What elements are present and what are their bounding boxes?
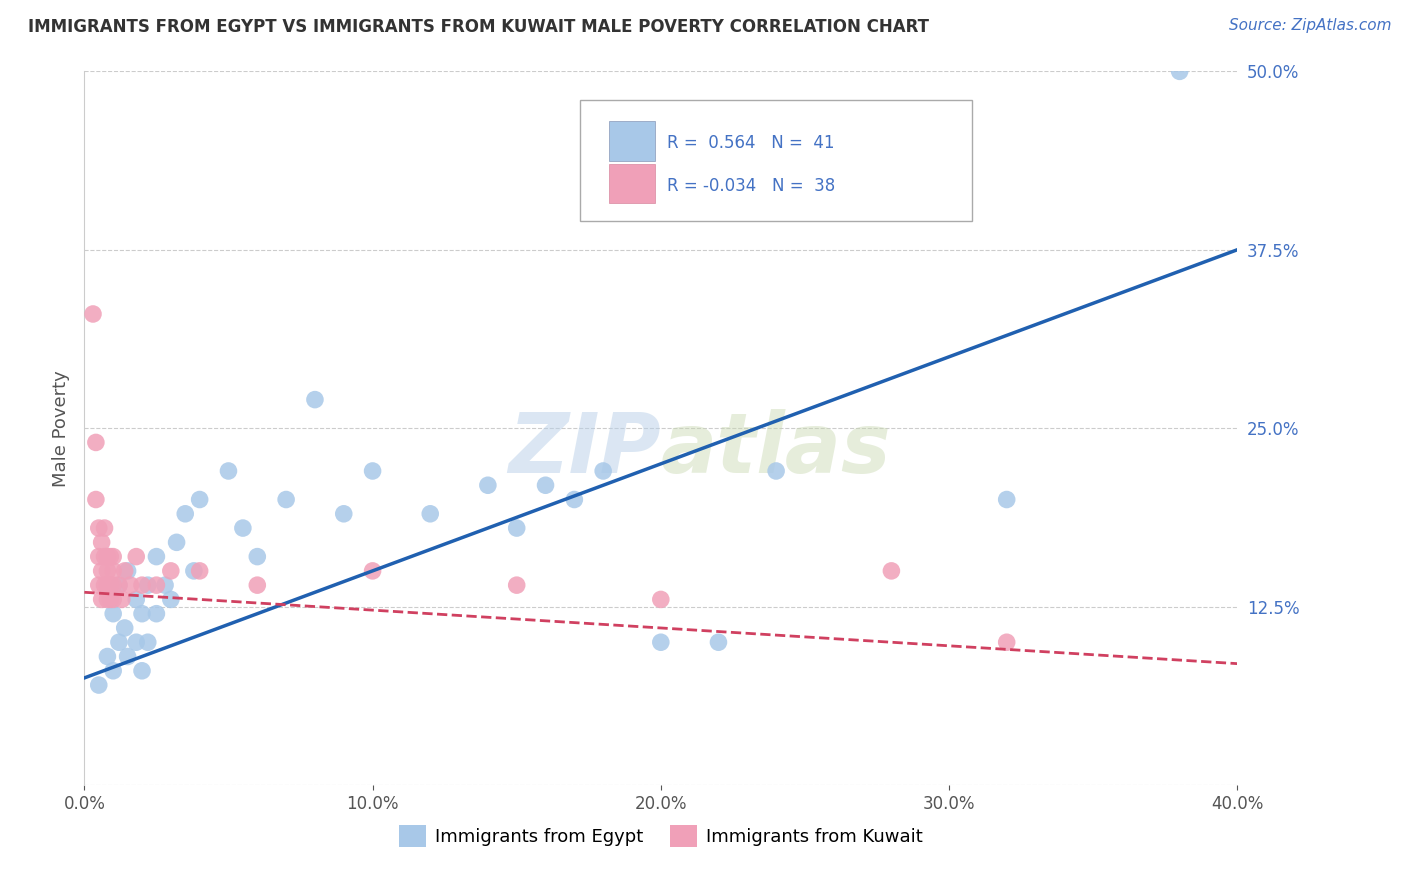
Point xyxy=(506,521,529,535)
Point xyxy=(218,464,240,478)
Point xyxy=(117,649,139,664)
Point xyxy=(188,564,211,578)
Point xyxy=(145,578,167,592)
Point xyxy=(361,464,384,478)
Point xyxy=(153,578,176,592)
Point xyxy=(108,635,131,649)
Point xyxy=(1168,64,1191,78)
Point xyxy=(120,578,142,592)
Point xyxy=(103,578,124,592)
Point xyxy=(98,578,121,592)
Point xyxy=(103,564,124,578)
Point xyxy=(84,435,107,450)
Point xyxy=(125,549,148,564)
Point xyxy=(995,492,1018,507)
Point xyxy=(98,592,121,607)
Point xyxy=(114,621,136,635)
FancyBboxPatch shape xyxy=(581,100,972,221)
Y-axis label: Male Poverty: Male Poverty xyxy=(52,370,70,486)
Point xyxy=(246,549,269,564)
Point xyxy=(145,607,167,621)
Point xyxy=(90,535,112,549)
Point xyxy=(506,578,529,592)
Point xyxy=(160,592,183,607)
Text: atlas: atlas xyxy=(661,409,891,490)
Text: ZIP: ZIP xyxy=(508,409,661,490)
Point xyxy=(114,564,136,578)
Point xyxy=(145,549,167,564)
Text: IMMIGRANTS FROM EGYPT VS IMMIGRANTS FROM KUWAIT MALE POVERTY CORRELATION CHART: IMMIGRANTS FROM EGYPT VS IMMIGRANTS FROM… xyxy=(28,18,929,36)
Point xyxy=(419,507,441,521)
Point xyxy=(125,592,148,607)
Point xyxy=(125,635,148,649)
Point xyxy=(246,578,269,592)
Point xyxy=(87,678,110,692)
Point xyxy=(765,464,787,478)
Point xyxy=(93,578,115,592)
Point xyxy=(93,521,115,535)
Point xyxy=(103,549,124,564)
Point xyxy=(103,592,124,607)
Point xyxy=(131,664,153,678)
Point xyxy=(361,564,384,578)
Point xyxy=(96,578,118,592)
Point xyxy=(90,564,112,578)
Point xyxy=(96,649,118,664)
Point xyxy=(160,564,183,578)
Point xyxy=(276,492,298,507)
Point xyxy=(880,564,903,578)
Point xyxy=(650,635,672,649)
Point xyxy=(174,507,197,521)
Point xyxy=(534,478,557,492)
Point xyxy=(90,592,112,607)
Point xyxy=(136,635,159,649)
Point xyxy=(564,492,586,507)
Point xyxy=(103,664,124,678)
Point xyxy=(232,521,254,535)
Point xyxy=(650,592,672,607)
Text: R =  0.564   N =  41: R = 0.564 N = 41 xyxy=(666,134,834,152)
Point xyxy=(108,578,131,592)
Legend: Immigrants from Egypt, Immigrants from Kuwait: Immigrants from Egypt, Immigrants from K… xyxy=(391,818,931,855)
Point xyxy=(333,507,356,521)
Point xyxy=(82,307,104,321)
Point xyxy=(103,607,124,621)
Point xyxy=(108,578,131,592)
Point xyxy=(93,549,115,564)
Text: R = -0.034   N =  38: R = -0.034 N = 38 xyxy=(666,177,835,194)
Point xyxy=(166,535,188,549)
FancyBboxPatch shape xyxy=(609,121,655,161)
Point xyxy=(304,392,326,407)
Point xyxy=(183,564,205,578)
Point xyxy=(87,549,110,564)
Point xyxy=(995,635,1018,649)
Point xyxy=(131,578,153,592)
Point xyxy=(87,521,110,535)
Point xyxy=(592,464,614,478)
Point xyxy=(87,578,110,592)
FancyBboxPatch shape xyxy=(609,164,655,203)
Point xyxy=(111,592,134,607)
Point xyxy=(136,578,159,592)
Point xyxy=(707,635,730,649)
Point xyxy=(98,549,121,564)
Point xyxy=(84,492,107,507)
Point xyxy=(131,607,153,621)
Point xyxy=(96,564,118,578)
Text: Source: ZipAtlas.com: Source: ZipAtlas.com xyxy=(1229,18,1392,33)
Point xyxy=(188,492,211,507)
Point xyxy=(477,478,499,492)
Point xyxy=(117,564,139,578)
Point xyxy=(96,592,118,607)
Point xyxy=(96,549,118,564)
